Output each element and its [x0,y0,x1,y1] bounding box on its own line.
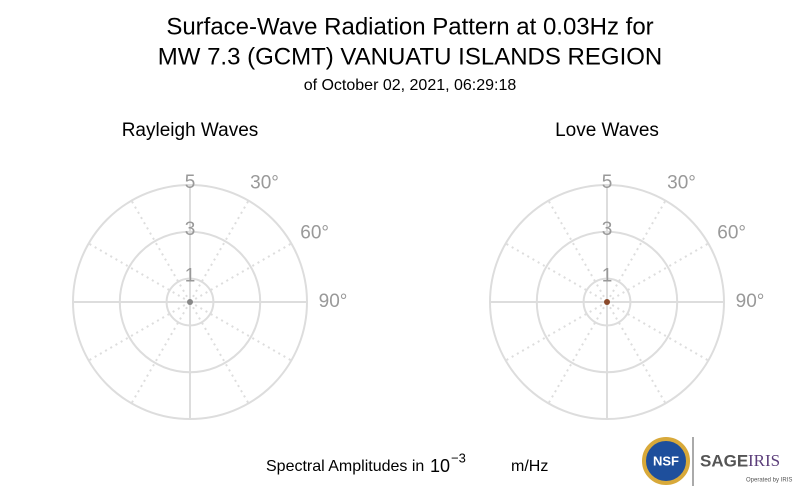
theta-tick-label: 90° [736,291,765,312]
title: Surface-Wave Radiation Pattern at 0.03Hz… [166,13,653,40]
spoke [606,301,709,362]
spoke [88,301,191,362]
grid-circle [489,184,725,420]
r-tick-label: 5 [185,172,196,193]
r-tick-label: 3 [602,219,613,240]
spoke [88,242,191,303]
grid-circle [165,277,215,327]
data-point [187,299,193,305]
theta-tick-label: 60° [300,223,329,244]
sage-text: SAGE [700,451,748,470]
iris-text: IRIS [748,451,780,470]
r-tick-label: 1 [185,266,196,287]
spoke [505,301,608,362]
footer-exponent: −3 [451,450,466,465]
spoke [547,200,608,303]
r-tick-label: 5 [602,172,613,193]
theta-tick-label: 60° [717,223,746,244]
theta-tick-label: 30° [667,172,696,193]
theta-tick-label: 90° [319,291,348,312]
title: MW 7.3 (GCMT) VANUATU ISLANDS REGION [158,43,662,70]
data-point [604,299,610,305]
r-tick-label: 3 [185,219,196,240]
spoke [189,200,250,303]
spoke [189,242,292,303]
grid-circle [535,230,679,374]
nsf-text: NSF [653,453,679,468]
spoke [505,242,608,303]
footer-unit: m/Hz [511,458,548,475]
footer-label: Spectral Amplitudes in [266,458,424,475]
grid-circle [118,230,262,374]
operated-text: Operated by IRIS [746,478,792,484]
spoke [189,301,292,362]
spoke [189,301,250,404]
chart-title: Rayleigh Waves [122,120,259,141]
footer-base: 10 [430,456,450,476]
spoke [130,301,191,404]
spoke [606,242,709,303]
grid-circle [72,184,308,420]
nsf-badge [642,437,690,485]
spoke [130,200,191,303]
chart-title: Love Waves [555,120,659,141]
theta-tick-label: 30° [250,172,279,193]
logos: NSF SAGE IRIS Operated by IRIS [642,437,792,486]
subtitle: of October 02, 2021, 06:29:18 [304,77,517,94]
r-tick-label: 1 [602,266,613,287]
spoke [606,200,667,303]
footer: Spectral Amplitudes in 10 −3 m/Hz [266,450,548,475]
grid-circle [582,277,632,327]
spoke [606,301,667,404]
spoke [547,301,608,404]
